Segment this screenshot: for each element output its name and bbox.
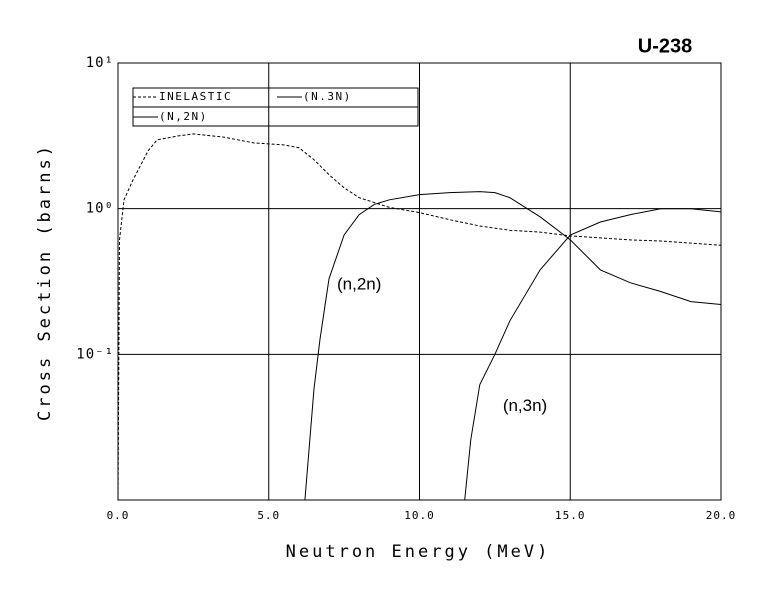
legend-label: (N.3N) <box>303 90 352 103</box>
x-axis-label: Neutron Energy (MeV) <box>286 542 551 562</box>
legend-label: INELASTIC <box>159 90 232 103</box>
y-tick-label: 10⁻¹ <box>76 346 114 362</box>
x-tick-label: 10.0 <box>404 509 435 522</box>
x-tick-label: 0.0 <box>107 509 130 522</box>
legend-label: (N,2N) <box>159 110 208 123</box>
annotation: (n,3n) <box>503 396 547 415</box>
x-tick-label: 5.0 <box>257 509 280 522</box>
series-line <box>304 191 722 501</box>
y-tick-label: 10⁰ <box>86 201 114 217</box>
y-tick-label: 10¹ <box>86 55 114 71</box>
series-line <box>117 133 722 501</box>
chart-title: U-238 <box>638 35 692 57</box>
x-tick-label: 15.0 <box>555 509 586 522</box>
x-tick-label: 20.0 <box>706 509 737 522</box>
annotation: (n,2n) <box>337 274 381 293</box>
y-axis-label: Cross Section (barns) <box>35 143 55 421</box>
series-line <box>464 208 722 501</box>
